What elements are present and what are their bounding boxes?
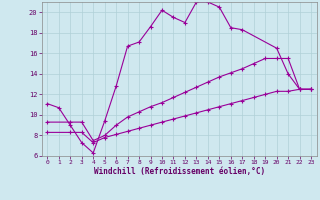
X-axis label: Windchill (Refroidissement éolien,°C): Windchill (Refroidissement éolien,°C)	[94, 167, 265, 176]
